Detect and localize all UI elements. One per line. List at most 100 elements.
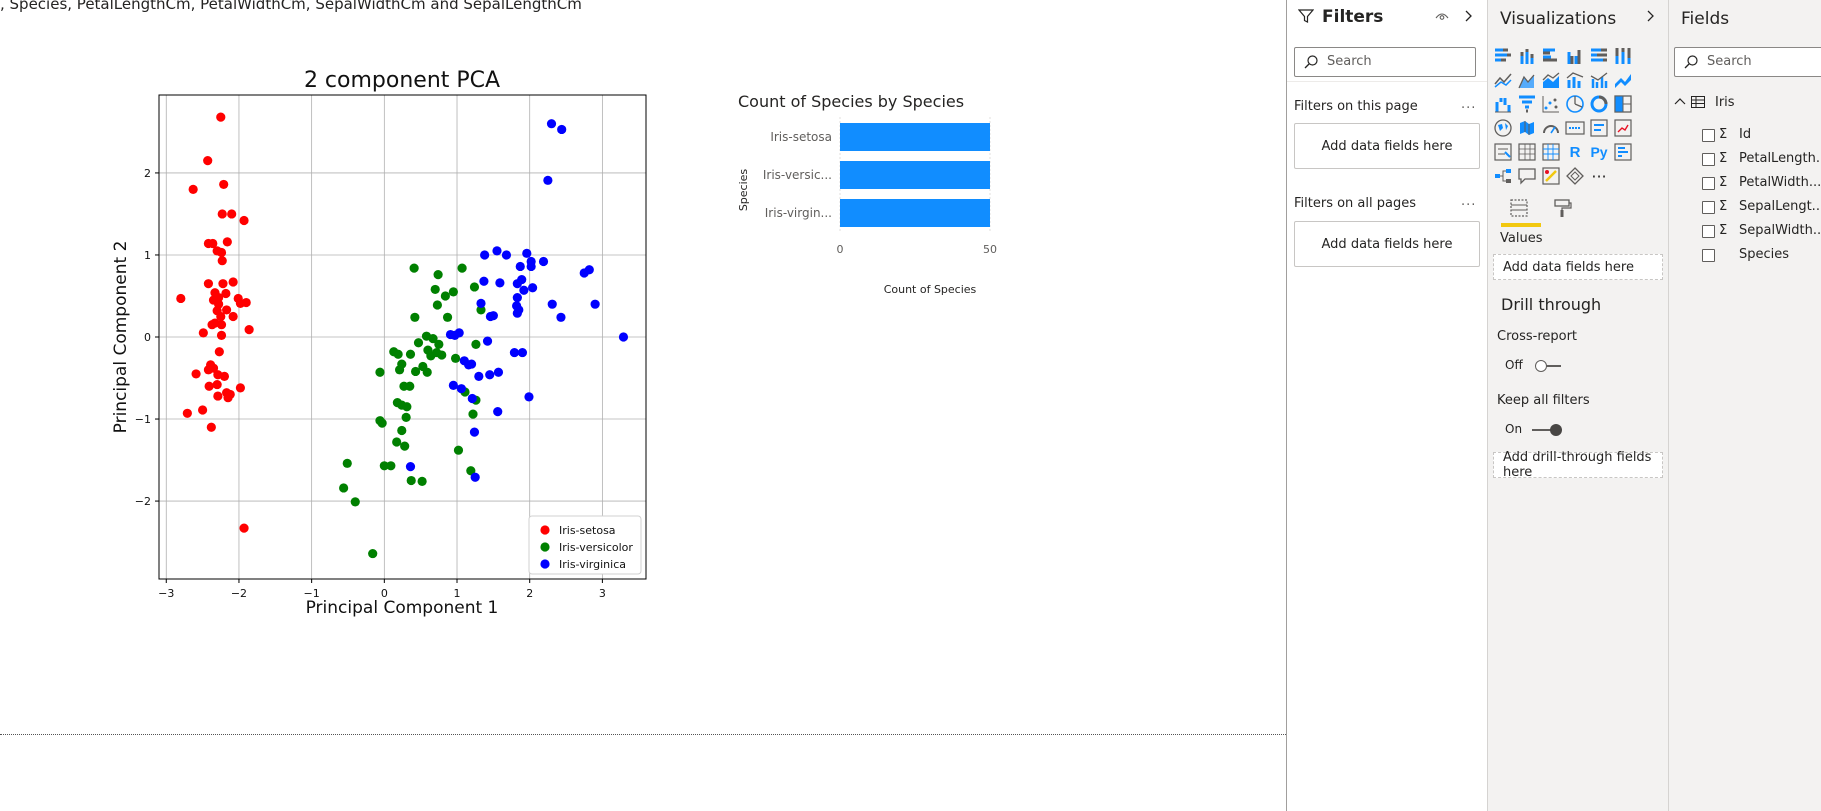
scatter-point[interactable] — [221, 288, 231, 299]
scatter-point[interactable] — [495, 278, 505, 288]
filters-search-input[interactable]: Search — [1294, 47, 1476, 77]
fields-tab-icon[interactable] — [1507, 196, 1531, 220]
scatter-point[interactable] — [401, 412, 411, 422]
scatter-point[interactable] — [457, 263, 467, 273]
line-chart-icon[interactable] — [1493, 70, 1513, 90]
scatter-point[interactable] — [476, 298, 486, 308]
scatter-point[interactable] — [517, 274, 527, 285]
count-of-species-bar-chart[interactable]: Count of Species by Species Species Iris… — [730, 85, 1030, 295]
field-item[interactable]: Σ PetalWidth... — [1702, 175, 1821, 193]
scatter-point[interactable] — [227, 209, 237, 219]
scatter-point[interactable] — [221, 305, 232, 315]
scatter-point[interactable] — [488, 311, 498, 321]
scatter-point[interactable] — [228, 277, 238, 287]
decomposition-tree-icon[interactable] — [1493, 166, 1513, 186]
scatter-point[interactable] — [453, 445, 464, 455]
map-icon[interactable] — [1493, 118, 1513, 138]
scatter-point[interactable] — [522, 248, 532, 258]
more-options-icon[interactable]: ... — [1461, 97, 1477, 112]
paginated-report-icon[interactable] — [1565, 166, 1585, 186]
scatter-point[interactable] — [526, 261, 536, 272]
scatter-chart-icon[interactable] — [1541, 94, 1561, 114]
clustered-bar-chart-icon[interactable] — [1541, 46, 1561, 66]
line-and-stacked-column-chart-icon[interactable] — [1565, 70, 1585, 90]
chevron-up-icon[interactable] — [1674, 95, 1686, 113]
scatter-point[interactable] — [467, 393, 477, 404]
scatter-point[interactable] — [485, 370, 495, 380]
field-checkbox[interactable] — [1702, 129, 1715, 142]
scatter-point[interactable] — [182, 408, 192, 418]
scatter-point[interactable] — [386, 461, 396, 471]
qa-visual-icon[interactable] — [1517, 166, 1537, 186]
scatter-point[interactable] — [480, 250, 490, 260]
scatter-point[interactable] — [405, 462, 416, 472]
scatter-point[interactable] — [219, 179, 229, 190]
pie-chart-icon[interactable] — [1565, 94, 1585, 114]
treemap-icon[interactable] — [1613, 94, 1633, 114]
scatter-point[interactable] — [368, 548, 378, 559]
field-item[interactable]: Σ SepalWidth... — [1702, 223, 1821, 241]
scatter-point[interactable] — [501, 250, 512, 260]
filled-map-icon[interactable] — [1517, 118, 1537, 138]
scatter-point[interactable] — [557, 124, 567, 135]
scatter-point[interactable] — [590, 299, 600, 309]
donut-chart-icon[interactable] — [1589, 94, 1609, 114]
scatter-point[interactable] — [515, 261, 525, 272]
scatter-point[interactable] — [437, 350, 447, 360]
drill-through-drop-well[interactable]: Add drill-through fields here — [1493, 450, 1663, 480]
scatter-point[interactable] — [377, 418, 387, 428]
scatter-point[interactable] — [468, 409, 478, 419]
scatter-point[interactable] — [405, 381, 415, 391]
more-visuals-icon[interactable]: ··· — [1591, 166, 1607, 186]
waterfall-chart-icon[interactable] — [1493, 94, 1513, 114]
scatter-point[interactable] — [547, 299, 557, 309]
scatter-point[interactable] — [208, 238, 218, 249]
scatter-point[interactable] — [517, 347, 528, 358]
line-and-clustered-column-chart-icon[interactable] — [1589, 70, 1609, 90]
field-checkbox[interactable] — [1702, 153, 1715, 166]
field-item[interactable]: Σ Id — [1702, 127, 1820, 145]
scatter-point[interactable] — [244, 325, 254, 335]
ribbon-chart-icon[interactable] — [1613, 70, 1633, 90]
stacked-column-chart-icon[interactable] — [1517, 46, 1537, 66]
scatter-point[interactable] — [556, 312, 566, 322]
scatter-point[interactable] — [216, 311, 226, 322]
scatter-point[interactable] — [476, 305, 486, 315]
scatter-point[interactable] — [618, 332, 629, 342]
matrix-icon[interactable] — [1541, 142, 1561, 162]
field-checkbox[interactable] — [1702, 225, 1715, 238]
scatter-point[interactable] — [223, 393, 233, 403]
kpi-icon[interactable] — [1613, 118, 1633, 138]
scatter-point[interactable] — [434, 339, 444, 349]
bar[interactable] — [840, 161, 990, 189]
scatter-point[interactable] — [219, 371, 230, 381]
scatter-point[interactable] — [428, 334, 438, 344]
field-checkbox[interactable] — [1702, 249, 1715, 262]
100-stacked-column-chart-icon[interactable] — [1613, 46, 1633, 66]
scatter-point[interactable] — [228, 311, 238, 322]
collapse-visualizations-icon[interactable] — [1644, 8, 1658, 28]
field-item[interactable]: Species — [1702, 247, 1820, 265]
scatter-point[interactable] — [212, 379, 222, 390]
pca-scatter-chart[interactable]: 2 component PCA −3 −2 −1 0 1 2 3 −2 −1 0 1 2 Princi… — [100, 60, 660, 630]
scatter-point[interactable] — [410, 366, 421, 377]
values-drop-well[interactable]: Add data fields here — [1493, 254, 1663, 280]
field-item[interactable]: Σ PetalLength... — [1702, 151, 1821, 169]
scatter-point[interactable] — [470, 472, 480, 482]
multi-row-card-icon[interactable] — [1589, 118, 1609, 138]
scatter-point[interactable] — [218, 279, 228, 289]
card-icon[interactable] — [1565, 118, 1585, 138]
scatter-point[interactable] — [433, 270, 443, 280]
scatter-point[interactable] — [241, 297, 251, 308]
field-checkbox[interactable] — [1702, 201, 1715, 214]
scatter-point[interactable] — [212, 246, 222, 256]
stacked-bar-chart-icon[interactable] — [1493, 46, 1513, 66]
gauge-icon[interactable] — [1541, 118, 1561, 138]
funnel-chart-icon[interactable] — [1517, 94, 1537, 114]
scatter-point[interactable] — [493, 407, 503, 417]
area-chart-icon[interactable] — [1517, 70, 1537, 90]
stacked-area-chart-icon[interactable] — [1541, 70, 1561, 90]
scatter-point[interactable] — [450, 353, 461, 363]
scatter-point[interactable] — [466, 466, 476, 476]
scatter-point[interactable] — [217, 209, 227, 219]
